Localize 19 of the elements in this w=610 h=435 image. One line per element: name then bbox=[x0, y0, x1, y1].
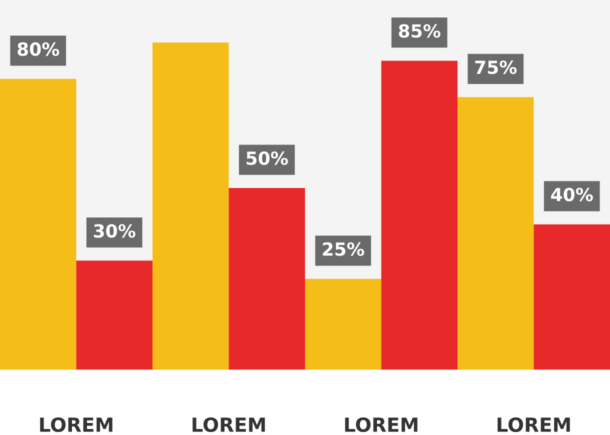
x-tick-label: LOREM bbox=[345, 417, 418, 432]
bar bbox=[76, 260, 152, 370]
data-label: 50% bbox=[246, 151, 288, 166]
data-label: 40% bbox=[551, 188, 593, 202]
bar bbox=[228, 188, 305, 370]
data-label: 80% bbox=[18, 42, 60, 56]
bar bbox=[0, 78, 76, 370]
bar bbox=[305, 278, 382, 370]
data-label: 30% bbox=[94, 224, 136, 238]
x-tick-label: LOREM bbox=[498, 417, 570, 432]
x-tick-label: LOREM bbox=[192, 417, 265, 432]
bar bbox=[152, 42, 229, 370]
bar bbox=[534, 224, 610, 370]
bar bbox=[381, 60, 458, 370]
data-label: 25% bbox=[322, 242, 364, 256]
data-label: 75% bbox=[475, 60, 517, 74]
data-label: 85% bbox=[398, 24, 440, 38]
x-tick-label: LOREM bbox=[40, 417, 112, 432]
bar bbox=[458, 97, 534, 370]
